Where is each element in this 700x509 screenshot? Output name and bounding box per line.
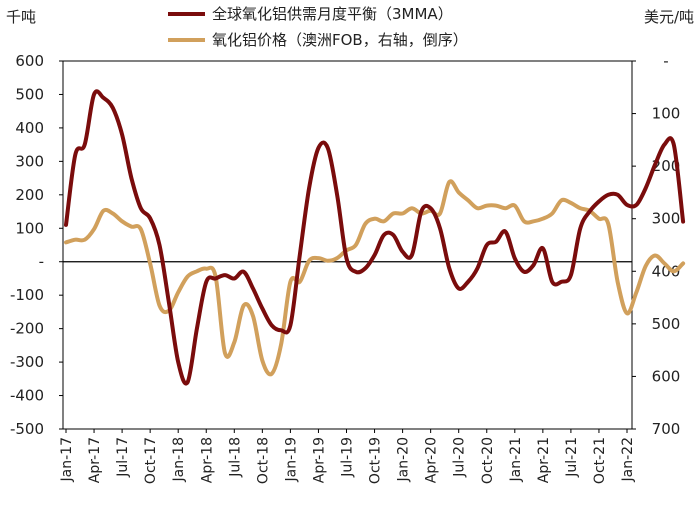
left-tick-label: -100 [10, 286, 44, 304]
right-tick-label: 100 [652, 105, 681, 123]
legend-label: 氧化铝价格（澳洲FOB，右轴，倒序） [212, 31, 468, 49]
series-layer [64, 89, 686, 386]
x-tick-label: Apr-19 [311, 437, 327, 483]
x-tick-label: Apr-21 [536, 437, 552, 483]
left-tick-label: -200 [10, 320, 44, 338]
right-tick-label: - [663, 52, 668, 70]
x-tick-label: Oct-21 [592, 437, 608, 484]
right-tick-label: 700 [652, 420, 681, 438]
left-tick-label: -300 [10, 353, 44, 371]
x-tick-label: Jan-18 [171, 437, 187, 482]
right-tick-label: 400 [652, 262, 681, 280]
x-tick-label: Apr-20 [424, 437, 440, 483]
x-tick-label: Jan-20 [396, 437, 412, 482]
balance-series-line [64, 89, 686, 386]
x-tick-label: Jan-22 [620, 437, 636, 482]
left-axis-unit: 千吨 [6, 8, 36, 26]
right-tick-label: 600 [652, 367, 681, 385]
x-tick-label: Oct-20 [480, 437, 496, 484]
right-tick-label: 200 [652, 157, 681, 175]
x-tick-label: Jan-21 [508, 437, 524, 482]
x-tick-label: Oct-17 [143, 437, 159, 484]
plot-frame [62, 60, 633, 430]
left-tick-label: 100 [15, 219, 44, 237]
legend-item: 氧化铝价格（澳洲FOB，右轴，倒序） [168, 31, 468, 49]
x-tick-label: Apr-17 [87, 437, 103, 483]
x-tick-label: Oct-18 [255, 437, 271, 484]
legend-label: 全球氧化铝供需月度平衡（3MMA） [212, 5, 453, 23]
axes-layer: 千吨 美元/吨600500400300200100--100-200-300-40… [6, 8, 694, 484]
left-tick-label: -500 [10, 420, 44, 438]
right-tick-label: 300 [652, 210, 681, 228]
left-tick-label: 200 [15, 186, 44, 204]
x-tick-label: Oct-19 [368, 437, 384, 484]
left-tick-label: -400 [10, 387, 44, 405]
legend: 全球氧化铝供需月度平衡（3MMA） 氧化铝价格（澳洲FOB，右轴，倒序） [168, 5, 468, 49]
left-tick-label: - [39, 253, 44, 271]
x-tick-label: Jul-19 [340, 437, 356, 478]
x-tick-label: Jul-18 [227, 437, 243, 478]
x-tick-label: Jul-21 [564, 437, 580, 478]
x-tick-label: Jan-19 [283, 437, 299, 482]
right-tick-label: 500 [652, 315, 681, 333]
x-tick-label: Jul-17 [115, 437, 131, 478]
x-tick-label: Jan-17 [59, 437, 75, 482]
x-tick-label: Apr-18 [199, 437, 215, 483]
left-tick-label: 600 [15, 52, 44, 70]
legend-item: 全球氧化铝供需月度平衡（3MMA） [168, 5, 453, 23]
left-tick-label: 500 [15, 85, 44, 103]
right-axis-unit: 美元/吨 [644, 8, 694, 26]
x-tick-label: Jul-20 [452, 437, 468, 478]
left-tick-label: 400 [15, 119, 44, 137]
left-tick-label: 300 [15, 152, 44, 170]
